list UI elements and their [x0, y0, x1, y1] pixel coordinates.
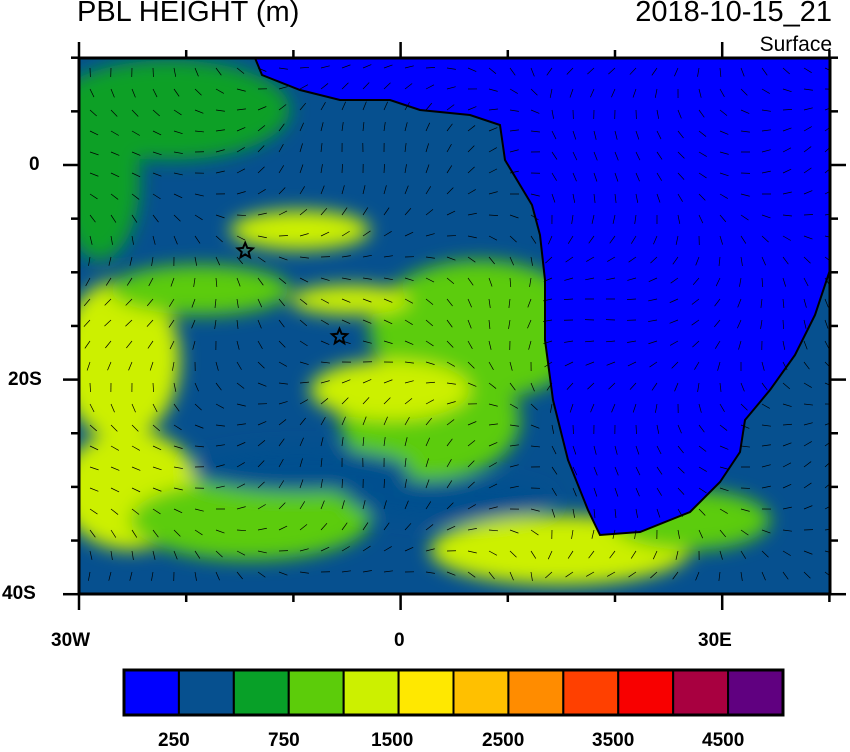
- colorbar-swatch: [508, 670, 563, 715]
- colorbar-swatch: [234, 670, 289, 715]
- pbl-region: [230, 210, 370, 250]
- x-tick-label: 30E: [698, 630, 732, 652]
- colorbar-swatch: [289, 670, 344, 715]
- colorbar-swatch: [563, 670, 618, 715]
- colorbar-swatch: [124, 670, 179, 715]
- colorbar-swatch: [618, 670, 673, 715]
- colorbar-swatch: [728, 670, 783, 715]
- pbl-region: [130, 480, 370, 560]
- colorbar-swatch: [179, 670, 234, 715]
- pbl-region: [310, 360, 470, 420]
- x-tick-label: 30W: [51, 630, 90, 652]
- colorbar-swatch: [344, 670, 399, 715]
- pbl-region: [290, 285, 410, 315]
- y-tick-label: 40S: [2, 583, 36, 605]
- y-tick-label: 20S: [8, 369, 42, 391]
- pbl-region: [350, 480, 550, 520]
- colorbar-label: 3500: [592, 730, 634, 752]
- colorbar-label: 750: [268, 730, 300, 752]
- y-tick-label: 0: [29, 154, 40, 176]
- colorbar-swatch: [399, 670, 454, 715]
- colorbar-label: 250: [158, 730, 190, 752]
- pbl-region: [110, 265, 290, 315]
- pbl-region: [190, 448, 410, 492]
- colorbar-swatch: [454, 670, 509, 715]
- colorbar-label: 4500: [702, 730, 744, 752]
- x-tick-label: 0: [394, 630, 405, 652]
- colorbar-swatch: [673, 670, 728, 715]
- pbl-region: [60, 100, 140, 260]
- colorbar-label: 2500: [482, 730, 524, 752]
- colorbar-label: 1500: [371, 730, 413, 752]
